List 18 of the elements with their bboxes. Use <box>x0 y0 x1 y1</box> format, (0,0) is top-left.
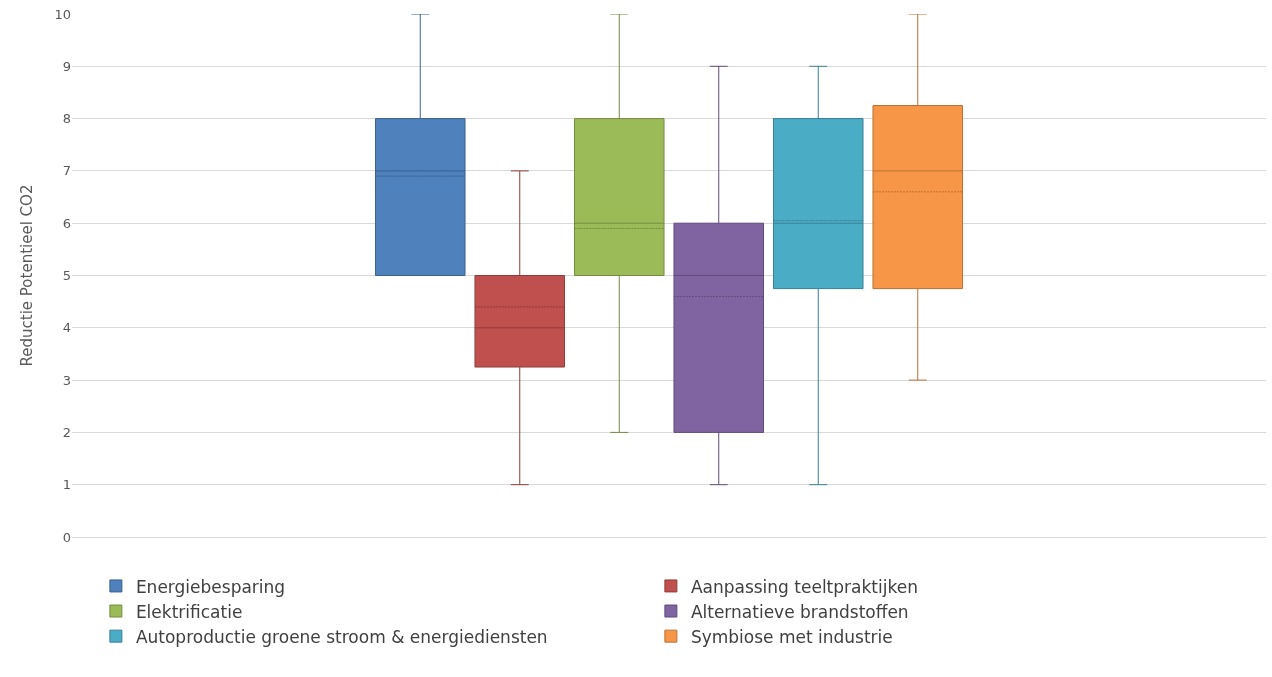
y-tick-label: 2 <box>62 424 71 440</box>
y-tick-label: 5 <box>62 268 71 284</box>
y-tick-label: 4 <box>62 320 71 336</box>
legend-label: Symbiose met industrie <box>690 626 893 647</box>
y-tick-label: 6 <box>62 215 71 231</box>
y-tick-label: 8 <box>62 111 71 127</box>
legend-label: Energiebesparing <box>135 576 286 597</box>
legend-label: Elektrificatie <box>135 601 243 622</box>
y-tick-label: 1 <box>62 477 71 493</box>
y-tick-label: 3 <box>62 372 71 388</box>
legend-label: Alternatieve brandstoffen <box>690 601 909 622</box>
y-axis-title: Reductie Potentieel CO2 <box>18 184 36 367</box>
legend-label: Autoproductie groene stroom & energiediensten <box>135 626 548 647</box>
y-tick-label: 7 <box>62 163 71 179</box>
legend-label: Aanpassing teeltpraktijken <box>690 576 918 597</box>
y-tick-label: 9 <box>62 58 71 74</box>
y-tick-label: 10 <box>54 6 71 22</box>
y-tick-label: 0 <box>62 529 71 545</box>
